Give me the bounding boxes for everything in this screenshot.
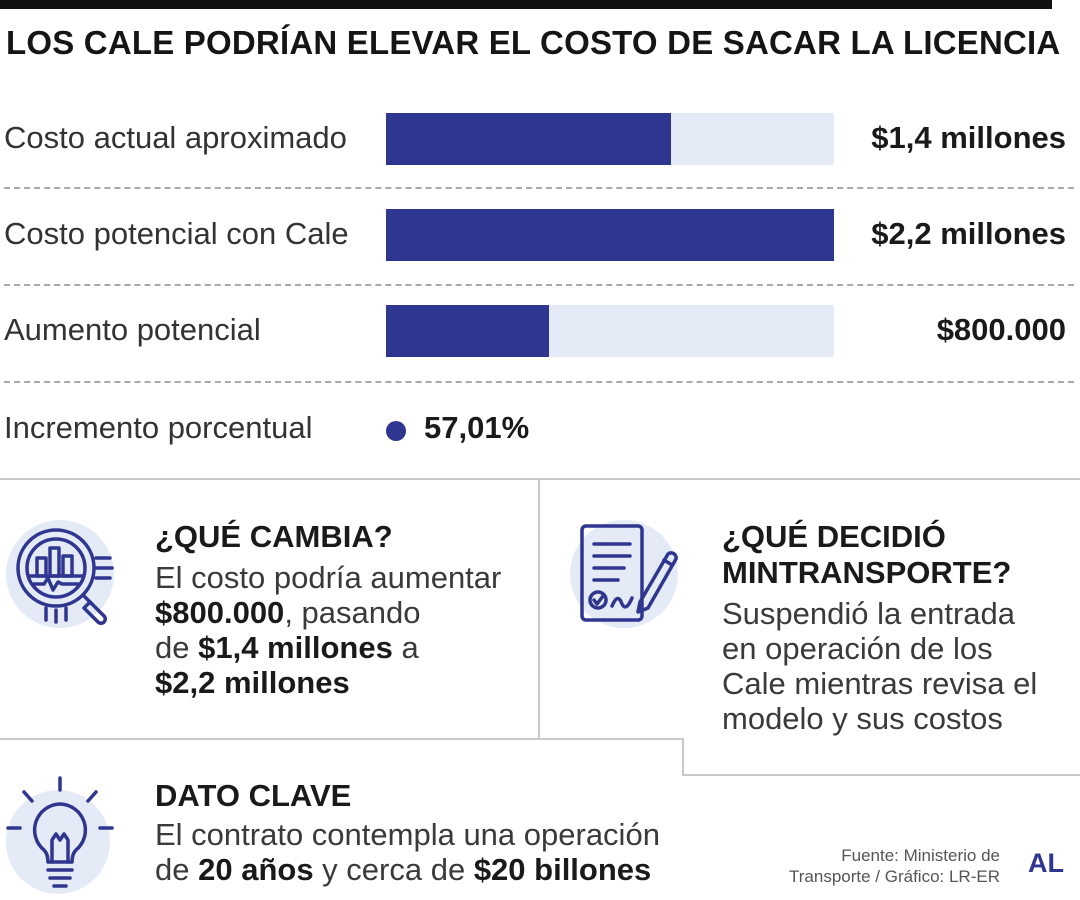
card-body-line: $2,2 millones (155, 665, 501, 700)
value-label: $2,2 millones (871, 216, 1066, 251)
bar (386, 305, 549, 357)
value-label: $800.000 (936, 312, 1066, 347)
card-title: ¿QUÉ DECIDIÓ MINTRANSPORTE? (722, 519, 1011, 591)
category-label: Costo actual aproximado (4, 120, 347, 155)
lightbulb-icon (6, 776, 114, 888)
body-text: y cerca de (313, 852, 474, 887)
body-text: a (392, 630, 419, 665)
panel-divider (538, 478, 540, 740)
body-text: modelo y sus costos (722, 701, 1003, 736)
card-body-line: Suspendió la entrada (722, 596, 1037, 631)
card-body-line: de 20 años y cerca de $20 billones (155, 852, 660, 887)
body-text: en operación de los (722, 631, 993, 666)
icon-background (570, 520, 678, 628)
highlight-text: $20 billones (473, 852, 652, 887)
highlight-text: $1,4 millones (198, 630, 393, 665)
highlight-text: $800.000 (155, 595, 285, 630)
bar-track (386, 305, 834, 357)
source-note: Fuente: Ministerio de Transporte / Gráfi… (730, 845, 1000, 887)
body-text: El contrato contempla una operación (155, 817, 660, 852)
source-line: Fuente: Ministerio de (841, 846, 1000, 865)
card-body-line: de $1,4 millones a (155, 630, 501, 665)
source-line: Transporte / Gráfico: LR-ER (789, 867, 1000, 886)
category-label: Costo potencial con Cale (4, 216, 349, 251)
highlight-text: 20 años (198, 852, 314, 887)
card-title-line: ¿QUÉ DECIDIÓ (722, 519, 946, 554)
chart-title: LOS CALE PODRÍAN ELEVAR EL COSTO DE SACA… (6, 24, 1061, 61)
panel-divider (0, 478, 1080, 480)
body-text: Cale mientras revisa el (722, 666, 1038, 701)
card-body-line: El contrato contempla una operación (155, 817, 660, 852)
card-body: El contrato contempla una operación de 20… (155, 817, 660, 887)
bullet-dot (386, 421, 406, 441)
card-body-line: $800.000, pasando (155, 595, 501, 630)
document-signature-icon (580, 524, 678, 622)
body-text: El costo podría aumentar (155, 560, 502, 595)
body-text: de (155, 630, 199, 665)
panel-divider (0, 738, 682, 740)
percent-label: Incremento porcentual (4, 410, 313, 445)
card-body-line: en operación de los (722, 631, 1037, 666)
bar (386, 209, 834, 261)
card-body-line: Cale mientras revisa el (722, 666, 1037, 701)
card-title-line: MINTRANSPORTE? (722, 555, 1012, 590)
card-title: ¿QUÉ CAMBIA? (155, 519, 393, 554)
highlight-text: $2,2 millones (155, 665, 350, 700)
card-body-line: modelo y sus costos (722, 701, 1037, 736)
body-text: de (155, 852, 199, 887)
panel-divider (682, 774, 1080, 776)
row-divider (4, 187, 1074, 189)
card-body: El costo podría aumentar $800.000, pasand… (155, 560, 501, 700)
bar-track (386, 113, 834, 165)
card-body: Suspendió la entrada en operación de los C… (722, 596, 1037, 736)
card-body-line: El costo podría aumentar (155, 560, 501, 595)
percent-value: 57,01% (424, 410, 530, 445)
row-divider (4, 284, 1074, 286)
panel-divider (682, 738, 684, 776)
value-label: $1,4 millones (871, 120, 1066, 155)
category-label: Aumento potencial (4, 312, 261, 347)
magnifier-chart-icon (16, 528, 114, 625)
bar (386, 113, 671, 165)
card-title: DATO CLAVE (155, 778, 352, 813)
bar-track (386, 209, 834, 261)
publisher-logo: AL (1028, 848, 1064, 878)
body-text: , pasando (284, 595, 421, 630)
body-text: Suspendió la entrada (722, 596, 1016, 631)
top-rule (0, 0, 1052, 9)
row-divider (4, 381, 1074, 383)
